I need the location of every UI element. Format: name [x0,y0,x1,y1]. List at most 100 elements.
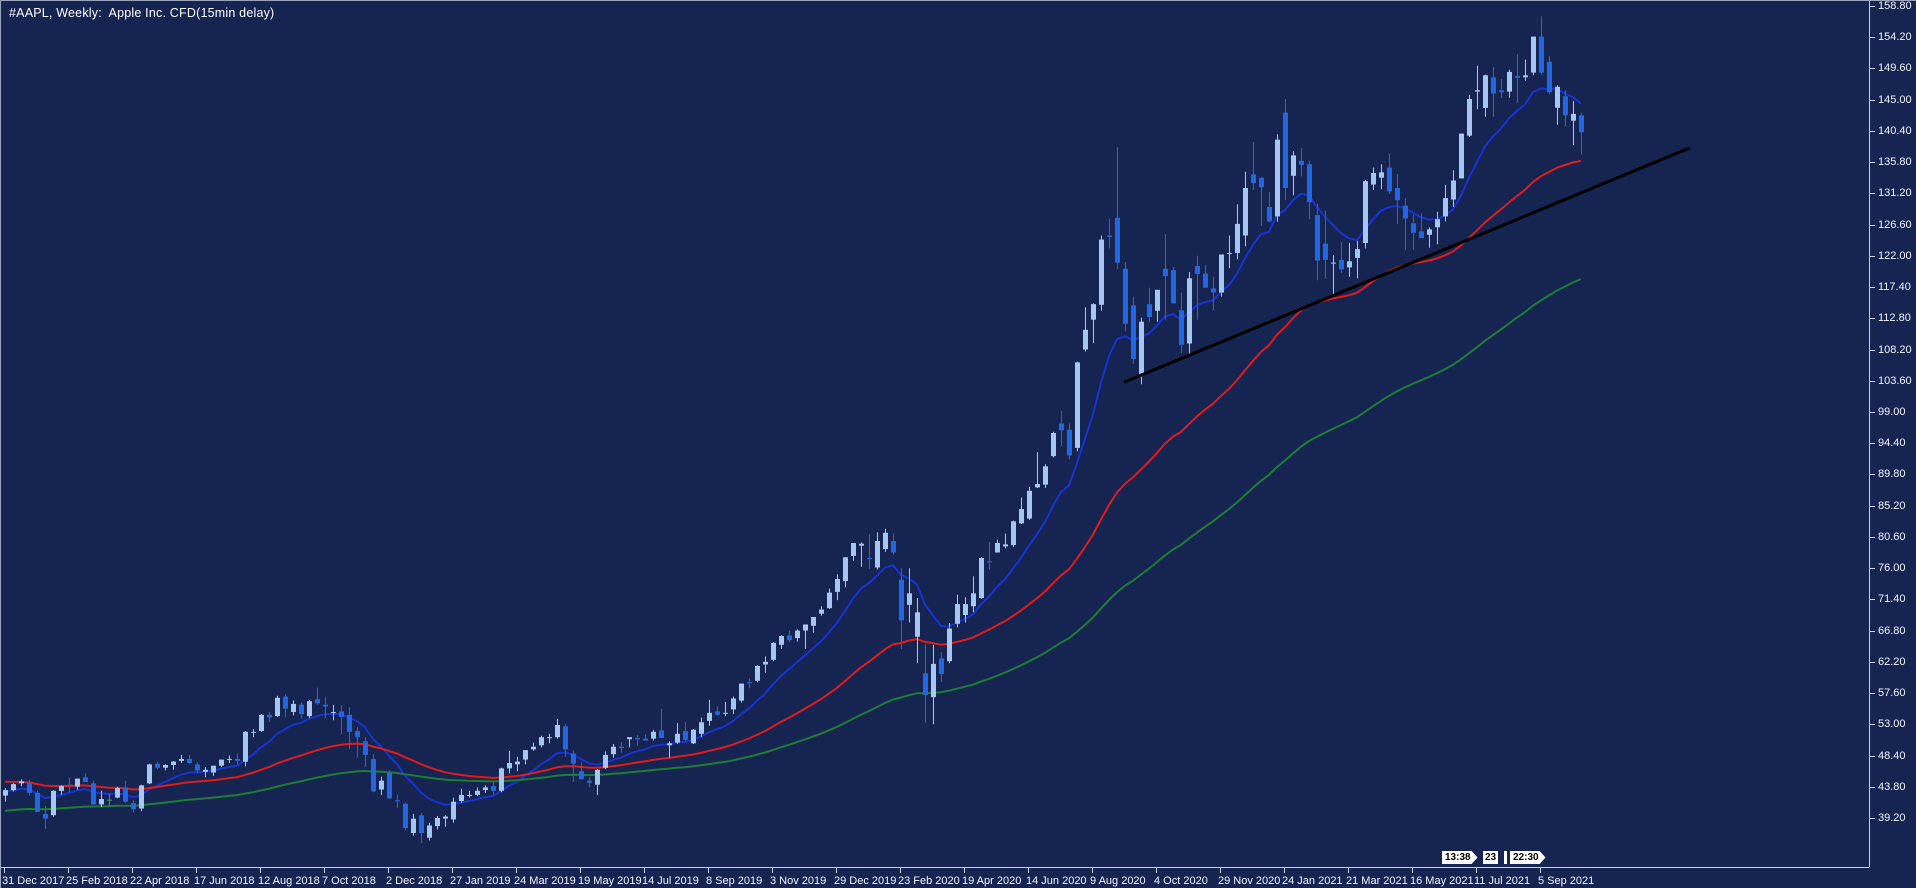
date-tick-label: 3 Nov 2019 [770,875,827,887]
candle-body [1243,188,1248,236]
candlestick-chart[interactable] [1,1,1869,867]
candle-body [387,772,392,799]
candle-body [907,593,912,605]
date-axis[interactable]: 31 Dec 2017 25 Feb 2018 22 Apr 2018 17 Jun … [1,867,1869,888]
chart-title: #AAPL, Weekly: Apple Inc. CFD(15min dela… [9,6,275,20]
candle-body [1531,36,1536,73]
time-badge[interactable]: 13:38 [1442,851,1478,864]
candle-body [931,663,936,698]
candle-body [971,593,976,607]
candle-body [739,683,744,701]
price-tick [1870,787,1875,788]
candle-body [339,711,344,717]
candle-body [163,765,168,768]
candle-body [435,818,440,827]
date-tick [1220,868,1221,873]
candle-body [1307,164,1312,203]
candle-body [43,813,48,819]
candle-body [11,784,16,791]
candle-body [883,532,888,550]
candle-body [1339,259,1344,270]
candle-body [979,558,984,599]
price-tick [1870,412,1875,413]
price-tick-label: 135.80 [1878,156,1912,168]
candle-body [507,763,512,769]
price-tick [1870,37,1875,38]
candle-body [723,712,728,714]
candle-body [667,743,672,746]
candle-body [1075,362,1080,448]
candle-body [467,794,472,796]
candle-body [347,714,352,732]
candle-body [51,790,56,816]
candle-body [651,731,656,739]
candle-body [947,628,952,662]
date-tick [132,868,133,873]
candle-body [1523,75,1528,78]
candle-body [1195,266,1200,275]
price-tick [1870,350,1875,351]
candle-body [1403,205,1408,219]
price-tick-label: 149.60 [1878,62,1912,74]
date-tick-label: 31 Dec 2017 [2,875,65,887]
time-badge[interactable]: 22:30 [1510,851,1546,864]
candle-body [715,711,720,715]
candle-body [899,579,904,621]
date-tick-label: 29 Dec 2019 [834,875,897,887]
candle-body [1107,235,1112,237]
candle-body [147,764,152,784]
candle-body [659,730,664,738]
candle-body [635,737,640,740]
date-tick [644,868,645,873]
candle-body [1299,160,1304,165]
price-tick [1870,443,1875,444]
date-tick-label: 7 Oct 2018 [322,875,376,887]
price-tick-label: 43.80 [1878,781,1906,793]
candle-body [1235,223,1240,254]
candle-body [491,786,496,791]
candle-body [803,624,808,631]
candle-body [1555,86,1560,108]
candle-body [483,787,488,791]
candle-body [1291,155,1296,176]
fast-ma-blue [4,87,1582,806]
time-badge[interactable]: 23 [1483,851,1499,864]
candle-body [139,785,144,809]
candle-body [1123,268,1128,324]
date-tick-label: 16 May 2021 [1410,875,1474,887]
candle-body [1579,115,1584,133]
price-tick-label: 108.20 [1878,344,1912,356]
candle-body [1251,174,1256,184]
candle-body [1563,96,1568,116]
price-tick-label: 131.20 [1878,187,1912,199]
candle-body [1323,243,1328,260]
candle-body [3,790,8,796]
candle-body [451,801,456,820]
price-tick-label: 85.20 [1878,500,1906,512]
candle-body [1155,289,1160,311]
candle-body [1507,71,1512,92]
candle-body [1211,288,1216,293]
price-tick-label: 89.80 [1878,468,1906,480]
candle-body [699,722,704,734]
price-tick-label: 66.80 [1878,625,1906,637]
candle-body [675,733,680,743]
price-tick [1870,693,1875,694]
candle-body [835,579,840,592]
candle-body [1019,509,1024,524]
price-tick-label: 126.60 [1878,219,1912,231]
candle-body [691,729,696,744]
candle-body [595,769,600,785]
date-tick [1284,868,1285,873]
candle-body [283,696,288,709]
candle-body [571,753,576,764]
candle-body [195,764,200,771]
candle-body [995,543,1000,553]
price-tick-label: 39.20 [1878,812,1906,824]
date-tick-label: 24 Mar 2019 [514,875,576,887]
candle-body [403,803,408,829]
price-tick [1870,599,1875,600]
price-axis[interactable]: 158.80 154.20 149.60 145.00 140.40 135.80 131.… [1869,1,1916,867]
candle-body [1475,90,1480,92]
candle-body [531,746,536,750]
